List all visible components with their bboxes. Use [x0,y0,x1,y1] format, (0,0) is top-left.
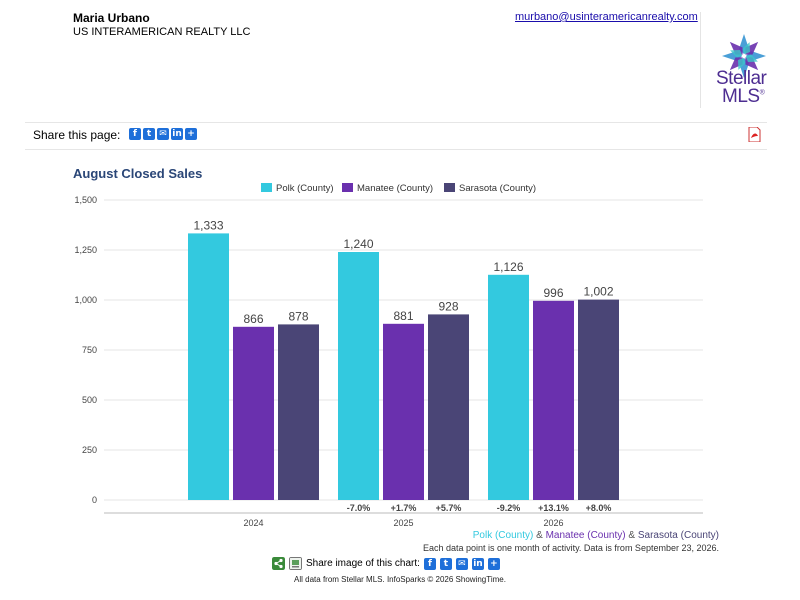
change-label: +8.0% [586,503,612,513]
bar-value-label: 928 [438,299,458,313]
chart-title: August Closed Sales [73,166,203,181]
footer-credit: All data from Stellar MLS. InfoSparks © … [294,575,506,584]
share-image-bar: Share image of this chart: f t ✉ in + [272,557,500,570]
chart-facebook-icon[interactable]: f [423,557,436,570]
y-tick-label: 0 [92,495,97,505]
legend-swatch[interactable] [261,183,272,192]
agent-name: Maria Urbano [73,11,150,25]
closed-sales-chart: 0 250 500 750 1,000 1,250 1,500 2024 1,333 866 878… [74,183,703,528]
footer-amp-1: & [536,530,543,541]
footer-amp-2: & [628,530,636,541]
footer-series-manatee[interactable]: Manatee (County) [545,530,626,541]
bar[interactable] [488,274,529,500]
share-page-icons: f t ✉ in + [129,128,197,140]
bar[interactable] [278,324,319,500]
bar[interactable] [428,314,469,500]
bar-value-label: 1,002 [583,285,613,299]
export-image-icon[interactable] [289,557,302,570]
bar[interactable] [533,300,574,500]
bar-value-label: 1,126 [493,260,523,274]
twitter-icon[interactable]: t [143,128,155,140]
agent-company: US INTERAMERICAN REALTY LLC [73,26,251,38]
bar[interactable] [383,323,424,500]
change-label: +5.7% [436,503,462,513]
x-tick-label: 2024 [243,518,263,528]
legend-label[interactable]: Manatee (County) [357,183,433,194]
chart-twitter-icon[interactable]: t [439,557,452,570]
bar[interactable] [578,299,619,500]
bar[interactable] [233,326,274,500]
bar-value-label: 881 [393,309,413,323]
y-tick-label: 1,250 [74,245,97,255]
plus-icon[interactable]: + [185,128,197,140]
legend-label[interactable]: Polk (County) [276,183,334,194]
footer-series-sarasota[interactable]: Sarasota (County) [637,530,719,541]
change-label: +13.1% [538,503,569,513]
agent-email-link[interactable]: murbano@usinteramericanrealty.com [515,11,698,23]
legend-swatch[interactable] [444,183,455,192]
footer-data-note: Each data point is one month of activity… [423,543,719,553]
bar-value-label: 1,333 [193,218,223,232]
logo-word-mls: MLS® [722,86,765,108]
logo-word-stellar: Stellar [716,68,767,89]
legend-swatch[interactable] [342,183,353,192]
x-tick-label: 2025 [393,518,413,528]
footer-series-polk[interactable]: Polk (County) [472,530,534,541]
footer-series-list: Polk (County) & Manatee (County) & Saras… [473,530,719,541]
share-bar: Share this page: f t ✉ in + [25,122,767,150]
stellar-mls-logo [722,34,766,78]
bar-value-label: 866 [243,312,263,326]
facebook-icon[interactable]: f [129,128,141,140]
y-tick-label: 1,000 [74,295,97,305]
share-page-label: Share this page: [33,128,121,142]
email-icon[interactable]: ✉ [157,128,169,140]
logo-word-mls-text: MLS [722,86,760,107]
bar-value-label: 878 [288,309,308,323]
change-label: -9.2% [497,503,521,513]
x-tick-label: 2026 [543,518,563,528]
y-tick-label: 750 [82,345,97,355]
logo-trademark: ® [759,89,765,97]
legend-label[interactable]: Sarasota (County) [459,183,536,194]
y-tick-label: 1,500 [74,195,97,205]
share-chart-icon[interactable] [272,557,285,570]
change-label: +1.7% [391,503,417,513]
pdf-icon[interactable] [748,127,761,142]
y-tick-label: 500 [82,395,97,405]
change-label: -7.0% [347,503,371,513]
y-tick-label: 250 [82,445,97,455]
bar-value-label: 1,240 [343,237,373,251]
linkedin-icon[interactable]: in [171,128,183,140]
chart-linkedin-icon[interactable]: in [471,557,484,570]
bar-value-label: 996 [543,286,563,300]
chart-plus-icon[interactable]: + [487,557,500,570]
bar[interactable] [338,252,379,500]
share-image-label: Share image of this chart: [306,558,420,569]
header-divider [700,12,701,108]
chart-email-icon[interactable]: ✉ [455,557,468,570]
bar[interactable] [188,233,229,500]
